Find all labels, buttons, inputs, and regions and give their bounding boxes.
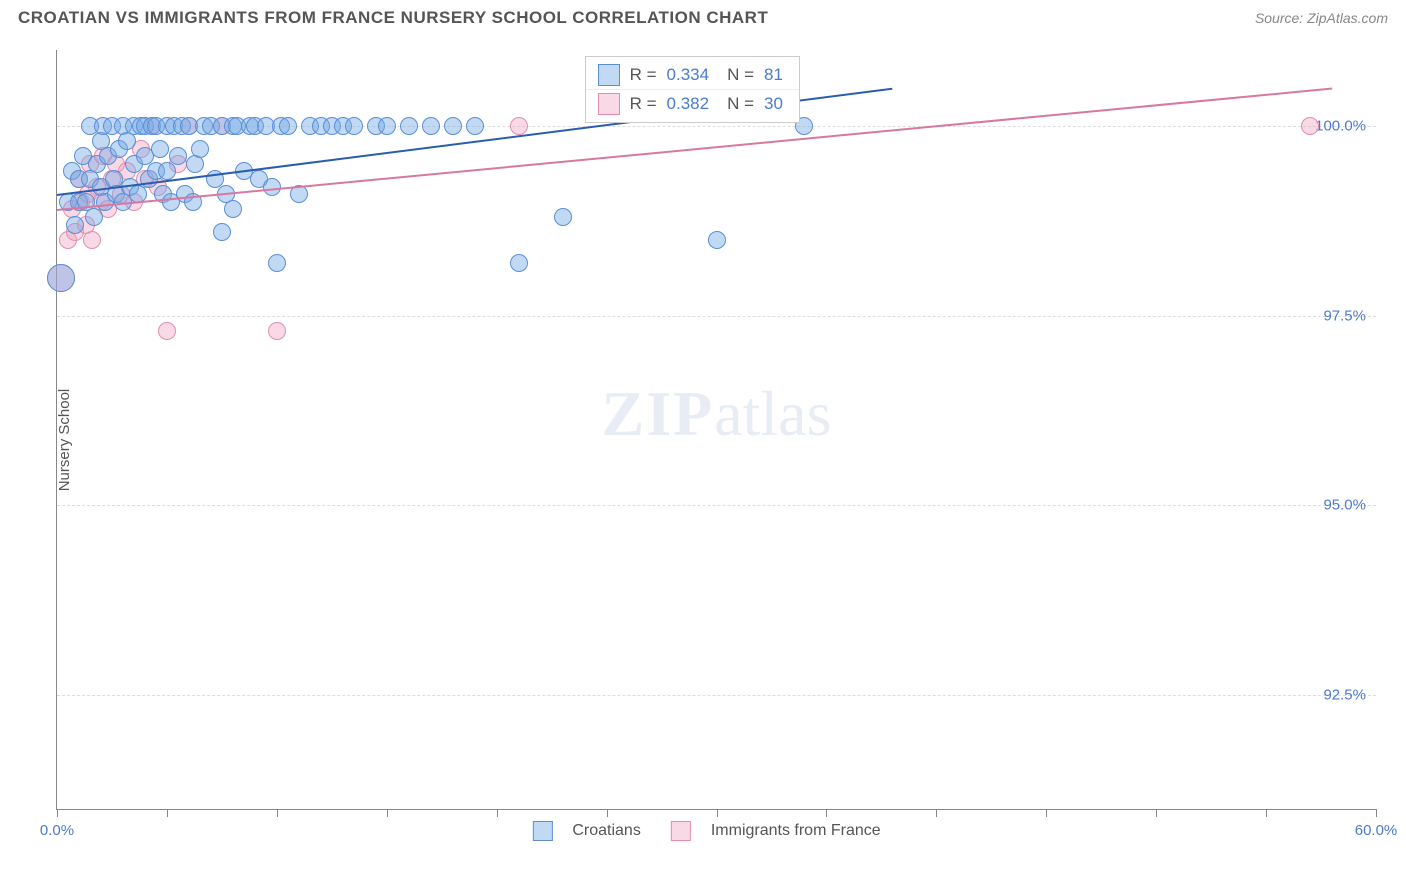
y-tick-label: 95.0% (1323, 497, 1366, 514)
data-point (85, 208, 103, 226)
y-tick-label: 92.5% (1323, 687, 1366, 704)
data-point (158, 322, 176, 340)
data-point (466, 117, 484, 135)
watermark-atlas: atlas (714, 378, 831, 449)
data-point (186, 155, 204, 173)
x-tick (1266, 809, 1267, 817)
legend-swatch (598, 64, 620, 86)
data-point (444, 117, 462, 135)
data-point (268, 254, 286, 272)
chart-header: CROATIAN VS IMMIGRANTS FROM FRANCE NURSE… (0, 0, 1406, 36)
data-point (213, 223, 231, 241)
x-tick (717, 809, 718, 817)
data-point (422, 117, 440, 135)
chart-container: Nursery School ZIPatlas 92.5%95.0%97.5%1… (18, 40, 1388, 840)
x-tick (826, 809, 827, 817)
data-point (191, 140, 209, 158)
x-tick (57, 809, 58, 817)
correlation-legend: R = 0.334 N = 81 R = 0.382 N = 30 (585, 56, 800, 123)
series-legend: Croatians Immigrants from France (532, 821, 900, 841)
legend-r-value: 0.334 (667, 65, 710, 85)
gridline (57, 505, 1376, 506)
y-tick-label: 100.0% (1315, 117, 1366, 134)
legend-n-label: N = (727, 65, 754, 85)
legend-series-label: Croatians (572, 822, 640, 840)
y-tick-label: 97.5% (1323, 307, 1366, 324)
x-tick (497, 809, 498, 817)
data-point (708, 231, 726, 249)
legend-swatch (671, 821, 691, 841)
x-tick-label: 0.0% (40, 822, 74, 839)
x-tick (277, 809, 278, 817)
watermark-zip: ZIP (602, 378, 715, 449)
data-point (158, 162, 176, 180)
legend-series-label: Immigrants from France (711, 822, 881, 840)
data-point (554, 208, 572, 226)
data-point (151, 140, 169, 158)
data-point (47, 264, 75, 292)
legend-swatch (532, 821, 552, 841)
data-point (263, 178, 281, 196)
data-point (66, 216, 84, 234)
chart-title: CROATIAN VS IMMIGRANTS FROM FRANCE NURSE… (18, 8, 768, 28)
legend-r-label: R = (630, 65, 657, 85)
data-point (1301, 117, 1319, 135)
x-tick (167, 809, 168, 817)
legend-n-value: 30 (764, 94, 783, 114)
data-point (83, 231, 101, 249)
legend-n-label: N = (727, 94, 754, 114)
data-point (169, 147, 187, 165)
data-point (279, 117, 297, 135)
data-point (345, 117, 363, 135)
x-tick (387, 809, 388, 817)
data-point (510, 254, 528, 272)
chart-source: Source: ZipAtlas.com (1255, 10, 1388, 26)
data-point (510, 117, 528, 135)
legend-n-value: 81 (764, 65, 783, 85)
x-tick (1376, 809, 1377, 817)
data-point (378, 117, 396, 135)
gridline (57, 695, 1376, 696)
data-point (268, 322, 286, 340)
gridline (57, 316, 1376, 317)
x-tick (607, 809, 608, 817)
plot-area: ZIPatlas 92.5%95.0%97.5%100.0%0.0%60.0%R… (56, 50, 1376, 810)
x-tick (1156, 809, 1157, 817)
legend-row: R = 0.334 N = 81 (586, 61, 799, 90)
x-tick (1046, 809, 1047, 817)
x-tick (936, 809, 937, 817)
legend-r-label: R = (630, 94, 657, 114)
data-point (400, 117, 418, 135)
legend-r-value: 0.382 (667, 94, 710, 114)
legend-row: R = 0.382 N = 30 (586, 90, 799, 118)
legend-swatch (598, 93, 620, 115)
watermark: ZIPatlas (602, 377, 832, 451)
data-point (224, 200, 242, 218)
x-tick-label: 60.0% (1355, 822, 1398, 839)
